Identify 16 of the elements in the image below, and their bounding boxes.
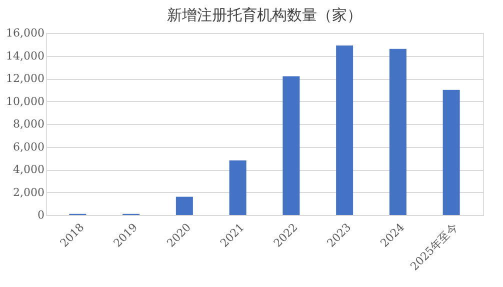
- bar: [176, 196, 193, 215]
- bar: [282, 76, 300, 215]
- y-tick-label: 6,000: [13, 140, 44, 154]
- y-tick-label: 8,000: [13, 118, 44, 130]
- chart-title: 新增注册托育机构数量（家）: [167, 6, 362, 24]
- bar: [389, 48, 406, 215]
- y-tick-label: 16,000: [6, 26, 44, 40]
- bar: [336, 46, 354, 215]
- y-tick-label: 10,000: [6, 94, 44, 108]
- y-tick-label: 0: [38, 208, 44, 222]
- y-tick-label: 4,000: [13, 163, 44, 176]
- bar: [442, 90, 460, 215]
- y-tick-label: 2,000: [13, 186, 44, 199]
- y-tick-label: 12,000: [6, 72, 44, 85]
- y-tick-label: 14,000: [6, 49, 44, 62]
- bar: [229, 160, 246, 215]
